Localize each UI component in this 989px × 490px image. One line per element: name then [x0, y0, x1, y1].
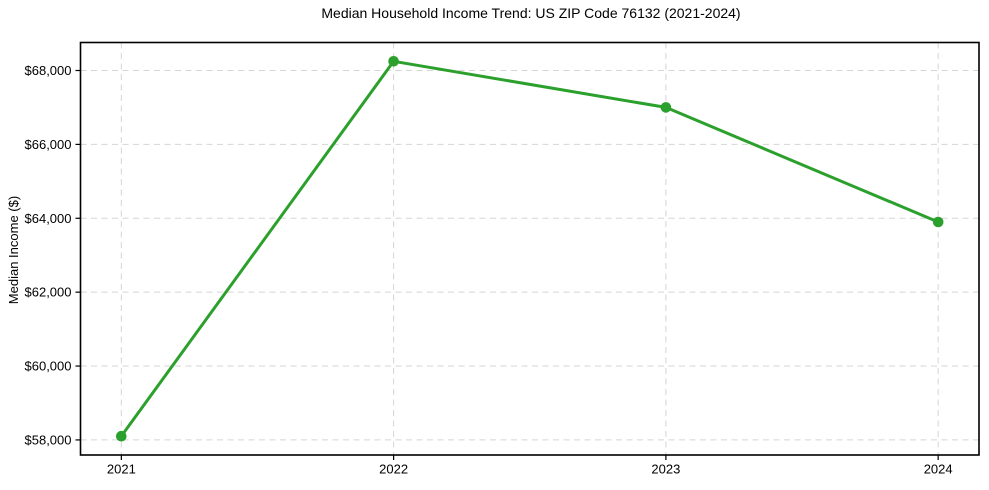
y-tick-label: $64,000: [25, 211, 72, 226]
data-point-marker: [388, 56, 399, 67]
plot-border: [79, 41, 980, 456]
income-trend-line: [119, 59, 940, 438]
y-tick-label: $68,000: [25, 63, 72, 78]
y-tick-label: $58,000: [25, 432, 72, 447]
data-point-marker: [116, 430, 127, 442]
y-tick-label: $60,000: [25, 359, 72, 374]
y-tick-label: $66,000: [25, 137, 72, 152]
chart-title: Median Household Income Trend: US ZIP Co…: [321, 5, 740, 21]
axis-ticks: $58,000 $60,000 $62,000 $64,000 $66,000 $68,0…: [25, 63, 953, 476]
data-point-marker: [932, 216, 944, 228]
x-tick-label: 2024: [924, 462, 953, 477]
x-tick-label: 2021: [107, 462, 136, 477]
gridlines: [80, 42, 979, 455]
x-tick-label: 2023: [651, 462, 680, 477]
data-point-marker: [660, 102, 672, 113]
x-tick-label: 2022: [379, 462, 408, 477]
y-axis-label: Median Income ($): [6, 196, 21, 304]
y-tick-label: $62,000: [25, 285, 72, 300]
